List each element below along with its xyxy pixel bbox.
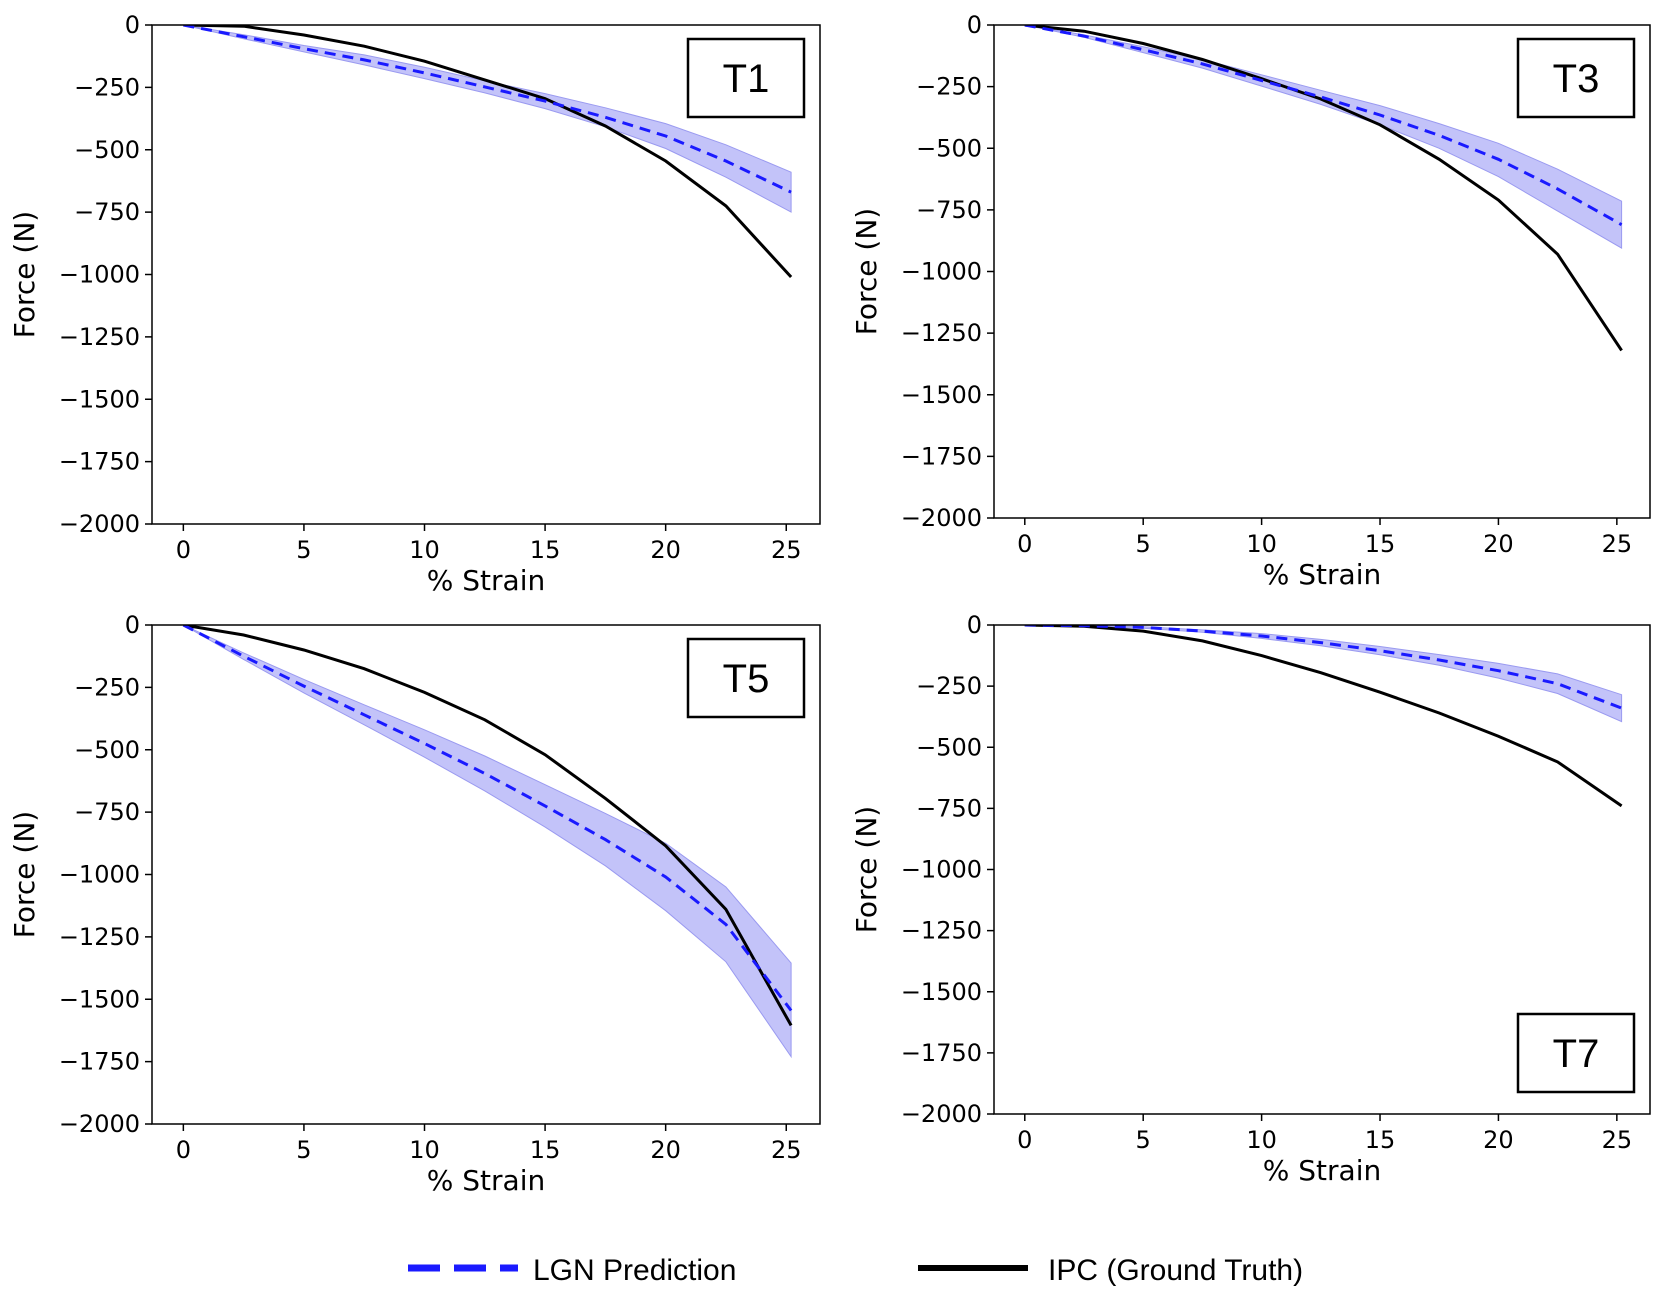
prediction-line bbox=[1024, 625, 1623, 710]
prediction-band bbox=[1024, 625, 1623, 723]
x-axis-label: % Strain bbox=[1263, 1154, 1381, 1187]
chart-panel-t7: 0 5 10 15 20 25 0 −250 −500 −750 −1000 −1250 −1500 −1… bbox=[850, 611, 1651, 1187]
y-tick-label: −750 bbox=[916, 794, 982, 822]
ground-truth-line bbox=[1024, 625, 1623, 808]
x-tick-label: 0 bbox=[1017, 530, 1032, 558]
panel-label: T3 bbox=[1553, 57, 1600, 101]
x-tick-label: 15 bbox=[530, 536, 561, 564]
y-axis-label: Force (N) bbox=[8, 811, 41, 938]
y-tick-label: −1500 bbox=[59, 985, 140, 1013]
y-tick-label: −250 bbox=[916, 73, 982, 101]
x-tick-label: 25 bbox=[1602, 530, 1633, 558]
x-tick-label: 5 bbox=[1136, 1126, 1151, 1154]
y-tick-label: −1500 bbox=[901, 978, 982, 1006]
x-axis-label: % Strain bbox=[427, 1164, 545, 1197]
ground-truth-line bbox=[183, 625, 793, 1027]
y-tick-label: −1000 bbox=[59, 861, 140, 889]
legend-ground-truth-label: IPC (Ground Truth) bbox=[1048, 1254, 1304, 1287]
x-tick-label: 20 bbox=[650, 1136, 681, 1164]
y-tick-label: −250 bbox=[74, 73, 140, 101]
y-tick-label: −2000 bbox=[901, 504, 982, 532]
x-axis-label: % Strain bbox=[1263, 558, 1381, 591]
y-tick-label: −1750 bbox=[901, 442, 982, 470]
legend-prediction-label: LGN Prediction bbox=[533, 1254, 737, 1287]
legend bbox=[0, 1240, 1661, 1300]
y-tick-label: −1250 bbox=[901, 319, 982, 347]
panel-label: T1 bbox=[723, 57, 770, 101]
y-tick-label: −1750 bbox=[59, 448, 140, 476]
y-tick-label: −2000 bbox=[59, 510, 140, 538]
y-tick-label: −1250 bbox=[59, 323, 140, 351]
x-tick-label: 25 bbox=[771, 1136, 802, 1164]
x-tick-label: 0 bbox=[1017, 1126, 1032, 1154]
chart-panel-t5: 0 5 10 15 20 25 0 −250 −500 −750 −1000 −1250 −1500 −1… bbox=[8, 611, 821, 1197]
x-tick-label: 10 bbox=[409, 536, 440, 564]
y-tick-label: −1750 bbox=[59, 1048, 140, 1076]
prediction-line bbox=[182, 625, 793, 1012]
y-tick-label: −1000 bbox=[901, 258, 982, 286]
panel-label-box bbox=[686, 637, 806, 719]
prediction-line bbox=[1024, 25, 1623, 227]
x-tick-label: 0 bbox=[176, 536, 191, 564]
x-tick-label: 5 bbox=[1136, 530, 1151, 558]
y-tick-label: −750 bbox=[74, 198, 140, 226]
panel-label: T7 bbox=[1553, 1032, 1600, 1076]
y-tick-label: −500 bbox=[74, 736, 140, 764]
y-tick-label: −1500 bbox=[901, 381, 982, 409]
y-tick-label: −500 bbox=[74, 136, 140, 164]
prediction-line bbox=[183, 25, 792, 194]
panel-label: T5 bbox=[723, 657, 770, 701]
x-tick-label: 25 bbox=[771, 536, 802, 564]
ground-truth-line bbox=[1024, 25, 1623, 352]
y-tick-label: −1000 bbox=[901, 856, 982, 884]
y-tick-label: 0 bbox=[967, 11, 982, 39]
x-tick-label: 15 bbox=[1365, 1126, 1396, 1154]
y-tick-label: 0 bbox=[125, 611, 140, 639]
y-tick-label: −750 bbox=[74, 798, 140, 826]
y-tick-label: −750 bbox=[916, 196, 982, 224]
y-axis-label: Force (N) bbox=[8, 211, 41, 338]
x-tick-label: 15 bbox=[1365, 530, 1396, 558]
y-tick-label: −500 bbox=[916, 134, 982, 162]
x-tick-label: 20 bbox=[650, 536, 681, 564]
y-tick-label: 0 bbox=[125, 11, 140, 39]
x-tick-label: 25 bbox=[1602, 1126, 1633, 1154]
x-axis-label: % Strain bbox=[427, 564, 545, 597]
y-tick-label: −1500 bbox=[59, 385, 140, 413]
x-tick-label: 5 bbox=[296, 1136, 311, 1164]
panel-label-box bbox=[686, 37, 806, 119]
y-tick-label: −1750 bbox=[901, 1039, 982, 1067]
panel-label-box bbox=[1516, 37, 1636, 119]
chart-panel-t1: 0 5 10 15 20 25 0 −250 −500 −750 −1000 −1250 −1500 −1… bbox=[8, 11, 821, 597]
panel-label-box bbox=[1516, 1012, 1636, 1094]
y-tick-label: −250 bbox=[916, 672, 982, 700]
x-tick-label: 10 bbox=[409, 1136, 440, 1164]
y-axis-label: Force (N) bbox=[850, 208, 883, 335]
y-tick-label: −1250 bbox=[59, 923, 140, 951]
x-tick-label: 10 bbox=[1246, 530, 1277, 558]
chart-panel-t3: 0 5 10 15 20 25 0 −250 −500 −750 −1000 −1250 −1500 −1… bbox=[850, 11, 1651, 591]
y-tick-label: −1250 bbox=[901, 917, 982, 945]
x-tick-label: 20 bbox=[1483, 530, 1514, 558]
y-tick-label: −2000 bbox=[59, 1110, 140, 1138]
y-tick-label: −2000 bbox=[901, 1100, 982, 1128]
x-tick-label: 0 bbox=[176, 1136, 191, 1164]
y-tick-label: 0 bbox=[967, 611, 982, 639]
x-tick-label: 10 bbox=[1246, 1126, 1277, 1154]
y-tick-label: −500 bbox=[916, 733, 982, 761]
legend-ground-truth-swatch bbox=[918, 1265, 1028, 1271]
x-tick-label: 20 bbox=[1483, 1126, 1514, 1154]
ground-truth-line bbox=[183, 25, 793, 279]
legend-prediction-swatch bbox=[408, 1264, 518, 1272]
y-axis-label: Force (N) bbox=[850, 806, 883, 933]
y-tick-label: −1000 bbox=[59, 261, 140, 289]
x-tick-label: 15 bbox=[530, 1136, 561, 1164]
y-tick-label: −250 bbox=[74, 673, 140, 701]
x-tick-label: 5 bbox=[296, 536, 311, 564]
